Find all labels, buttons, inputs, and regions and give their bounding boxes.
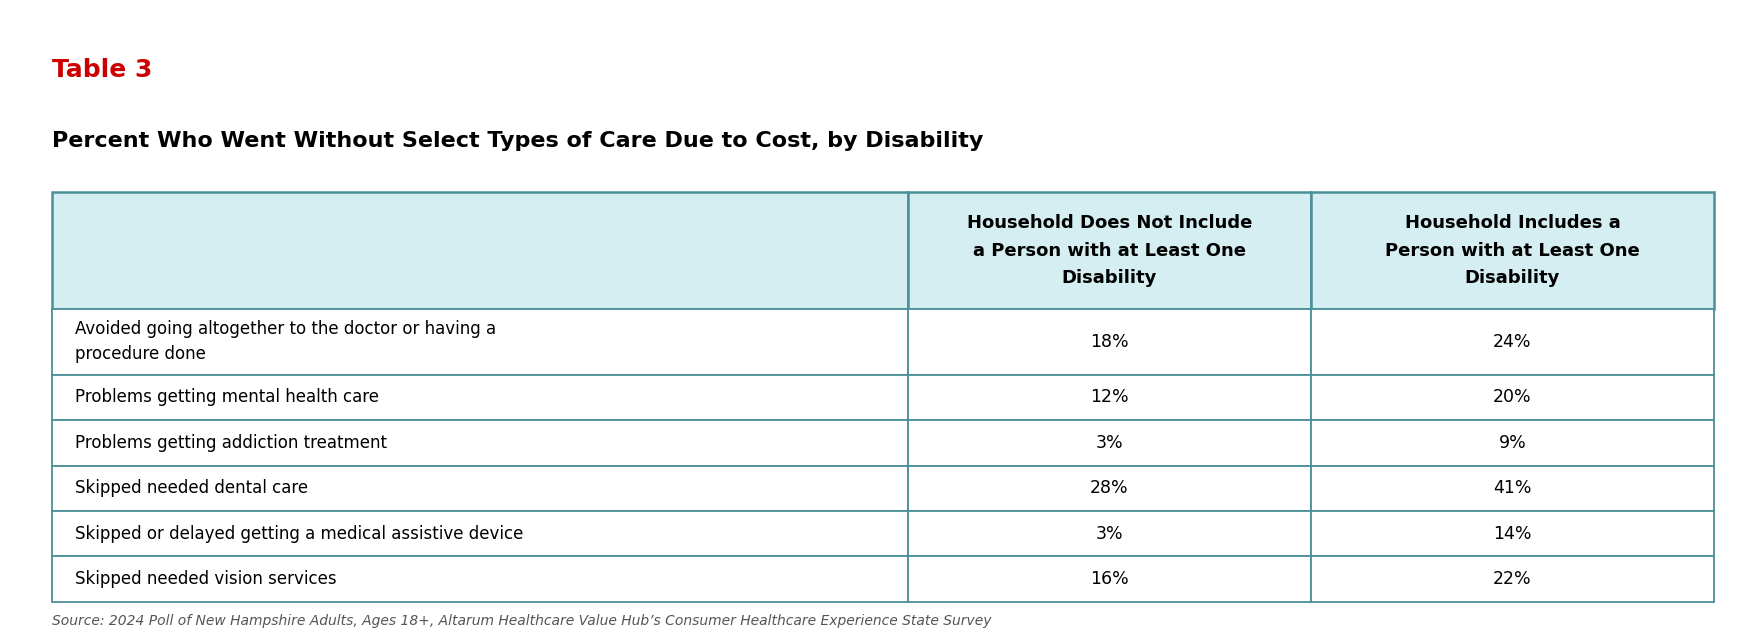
Bar: [52, 466, 908, 511]
Bar: [1309, 309, 1713, 375]
Text: 18%: 18%: [1090, 333, 1129, 351]
Text: 24%: 24%: [1492, 333, 1530, 351]
Text: Avoided going altogether to the doctor or having a
procedure done: Avoided going altogether to the doctor o…: [75, 320, 496, 364]
Bar: [1309, 556, 1713, 602]
Bar: [1309, 375, 1713, 420]
Bar: [52, 375, 908, 420]
Text: Table 3: Table 3: [52, 58, 153, 82]
Bar: [1309, 466, 1713, 511]
Bar: [908, 309, 1309, 375]
Text: 22%: 22%: [1492, 570, 1530, 588]
Bar: [908, 192, 1309, 309]
Bar: [1309, 192, 1713, 309]
Text: 41%: 41%: [1492, 479, 1530, 497]
Bar: [908, 375, 1309, 420]
Bar: [1309, 420, 1713, 466]
Bar: [908, 466, 1309, 511]
Bar: [52, 556, 908, 602]
Bar: [52, 511, 908, 556]
Text: Skipped needed dental care: Skipped needed dental care: [75, 479, 308, 497]
Text: 3%: 3%: [1096, 525, 1123, 542]
Bar: [1309, 511, 1713, 556]
Text: Household Does Not Include
a Person with at Least One
Disability: Household Does Not Include a Person with…: [967, 214, 1252, 287]
Text: Problems getting addiction treatment: Problems getting addiction treatment: [75, 434, 386, 452]
Text: Percent Who Went Without Select Types of Care Due to Cost, by Disability: Percent Who Went Without Select Types of…: [52, 131, 983, 151]
Text: 20%: 20%: [1492, 389, 1530, 406]
Text: Source: 2024 Poll of New Hampshire Adults, Ages 18+, Altarum Healthcare Value Hu: Source: 2024 Poll of New Hampshire Adult…: [52, 614, 991, 628]
Text: 14%: 14%: [1492, 525, 1530, 542]
Text: 9%: 9%: [1497, 434, 1525, 452]
Bar: [52, 309, 908, 375]
Bar: [908, 556, 1309, 602]
Text: Skipped needed vision services: Skipped needed vision services: [75, 570, 336, 588]
Text: 3%: 3%: [1096, 434, 1123, 452]
Text: Household Includes a
Person with at Least One
Disability: Household Includes a Person with at Leas…: [1384, 214, 1638, 287]
Text: Skipped or delayed getting a medical assistive device: Skipped or delayed getting a medical ass…: [75, 525, 523, 542]
Bar: [52, 420, 908, 466]
Bar: [908, 511, 1309, 556]
Bar: [908, 420, 1309, 466]
Text: 12%: 12%: [1090, 389, 1129, 406]
Text: 16%: 16%: [1089, 570, 1129, 588]
Text: Problems getting mental health care: Problems getting mental health care: [75, 389, 379, 406]
Text: 28%: 28%: [1090, 479, 1129, 497]
Bar: [52, 192, 908, 309]
